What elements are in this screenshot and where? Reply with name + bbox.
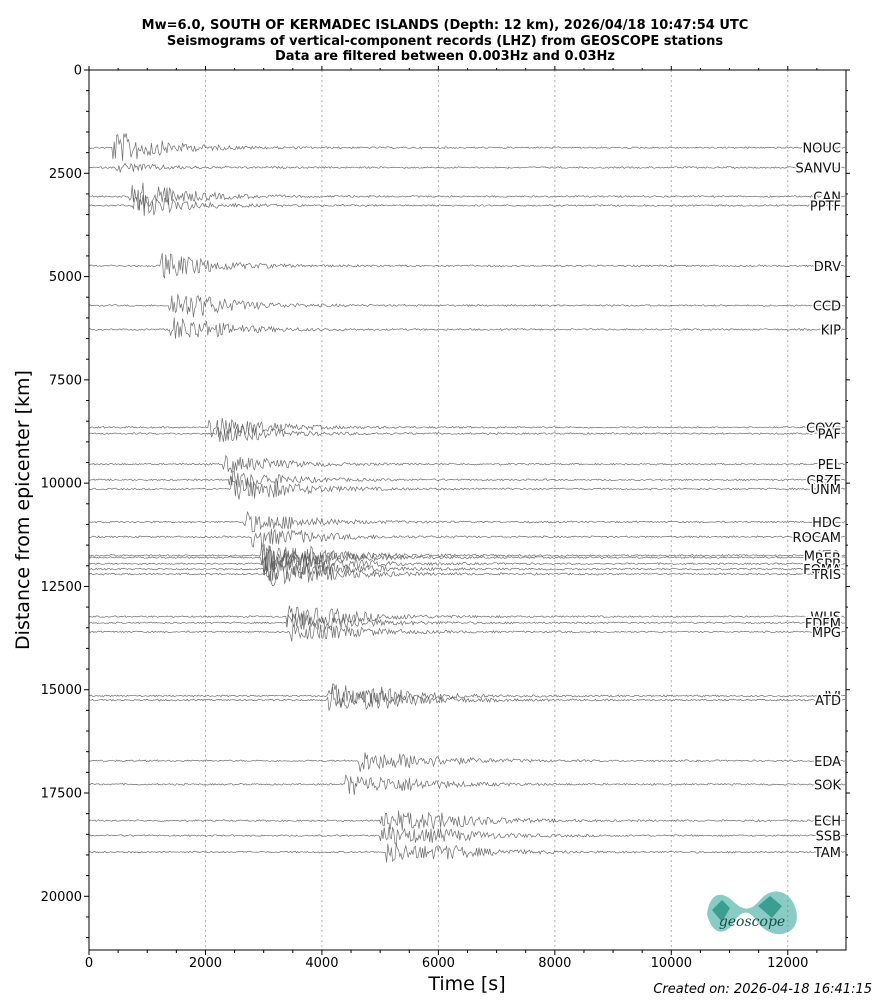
title-line-1: Mw=6.0, SOUTH OF KERMADEC ISLANDS (Depth… [141, 18, 749, 33]
station-label: FOMA [803, 563, 841, 578]
station-label: ROCAM [793, 531, 841, 546]
x-tick-label: 10000 [651, 956, 692, 971]
y-tick-label: 20000 [41, 890, 82, 905]
seismogram-trace [88, 686, 846, 711]
station-label: KIP [821, 323, 841, 338]
seismogram-trace [88, 470, 846, 488]
x-tick-label: 2000 [189, 956, 222, 971]
station-label: NOUC [802, 142, 841, 157]
y-axis-ticks: 0 2500 5000 7500 10000 12500 15000 17500 20000 [41, 64, 850, 939]
station-label: IVI [824, 690, 841, 705]
station-label: FDFM [805, 617, 841, 632]
y-axis-label: Distance from epicenter [km] [12, 370, 34, 650]
logo-text: geoscope [719, 914, 785, 930]
seismogram-trace [89, 182, 846, 211]
seismogram-trace [88, 605, 846, 628]
y-tick-label: 5000 [49, 270, 82, 285]
seismogram-trace [88, 426, 846, 442]
y-tick-label: 12500 [41, 580, 82, 595]
seismogram-trace [88, 544, 846, 572]
x-tick-label: 8000 [538, 956, 571, 971]
station-label: CAN [813, 190, 841, 205]
seismogram-trace [88, 476, 846, 500]
x-tick-label: 6000 [422, 956, 455, 971]
seismogram-trace [88, 528, 846, 548]
station-label: COYC [806, 421, 841, 436]
y-tick-label: 7500 [49, 373, 82, 388]
seismogram-trace [88, 623, 846, 642]
station-label: MATO [804, 549, 841, 564]
x-tick-label: 12000 [767, 956, 808, 971]
plot-frame [88, 69, 847, 951]
station-label: EDA [814, 755, 841, 770]
seismogram-trace [88, 774, 846, 796]
y-tick-label: 0 [74, 64, 82, 79]
station-label: SPB [816, 558, 841, 573]
seismogram-trace [88, 194, 846, 217]
station-label: DRV [814, 260, 841, 275]
station-label: ATD [815, 694, 841, 709]
title-line-2: Seismograms of vertical-component record… [166, 33, 724, 49]
station-label: MPG [812, 626, 841, 641]
seismogram-trace [88, 253, 846, 279]
seismogram-trace [88, 842, 846, 863]
seismogram-trace [88, 548, 846, 575]
seismogram-trace [88, 542, 846, 567]
station-label: PAF [818, 428, 841, 443]
seismogram-trace [88, 162, 846, 173]
seismogram-trace [88, 562, 846, 587]
station-label: TRIS [811, 568, 841, 583]
y-tick-label: 15000 [41, 683, 82, 698]
x-axis-ticks: 0 2000 4000 6000 8000 10000 12000 [85, 66, 818, 971]
y-tick-label: 10000 [41, 477, 82, 492]
title-line-3: Data are filtered between 0.003Hz and 0.… [274, 49, 616, 64]
station-label: TAM [813, 846, 841, 861]
y-tick-label: 2500 [49, 167, 82, 182]
seismogram-trace [88, 510, 846, 533]
station-label: SANVU [795, 162, 841, 177]
seismogram-trace [88, 294, 846, 318]
y-tick-label: 17500 [41, 787, 82, 802]
station-label: WUS [810, 611, 841, 626]
created-timestamp: Created on: 2026-04-18 16:41:15 [653, 982, 872, 997]
x-axis-label: Time [s] [427, 973, 505, 995]
seismogram-trace [88, 810, 846, 831]
seismogram-trace [88, 613, 845, 631]
chart-title: Mw=6.0, SOUTH OF KERMADEC ISLANDS (Depth… [0, 18, 890, 65]
seismogram-trace [88, 133, 846, 161]
station-label: ECH [814, 815, 841, 830]
station-label: CCD [813, 299, 841, 314]
logo-continents [712, 896, 782, 922]
seismogram-traces [88, 133, 846, 863]
station-label: HDC [812, 516, 841, 531]
grid-lines [204, 70, 789, 950]
seismogram-trace [88, 683, 846, 708]
seismogram-trace [88, 417, 846, 438]
geoscope-logo: geoscope [707, 891, 797, 935]
seismogram-trace [88, 454, 846, 474]
station-label: UNM [811, 483, 841, 498]
seismogram-trace [88, 556, 846, 582]
x-tick-label: 4000 [305, 956, 338, 971]
seismogram-trace [88, 752, 846, 772]
station-label: CRZF [807, 474, 842, 489]
x-tick-label: 0 [85, 956, 93, 971]
station-label: RER [815, 552, 841, 567]
seismogram-trace [88, 826, 846, 845]
station-label: PPTF [810, 200, 841, 215]
station-label: SSB [816, 830, 841, 845]
station-label: SOK [814, 778, 841, 793]
station-label: PEL [818, 458, 842, 473]
seismogram-trace [89, 317, 846, 339]
